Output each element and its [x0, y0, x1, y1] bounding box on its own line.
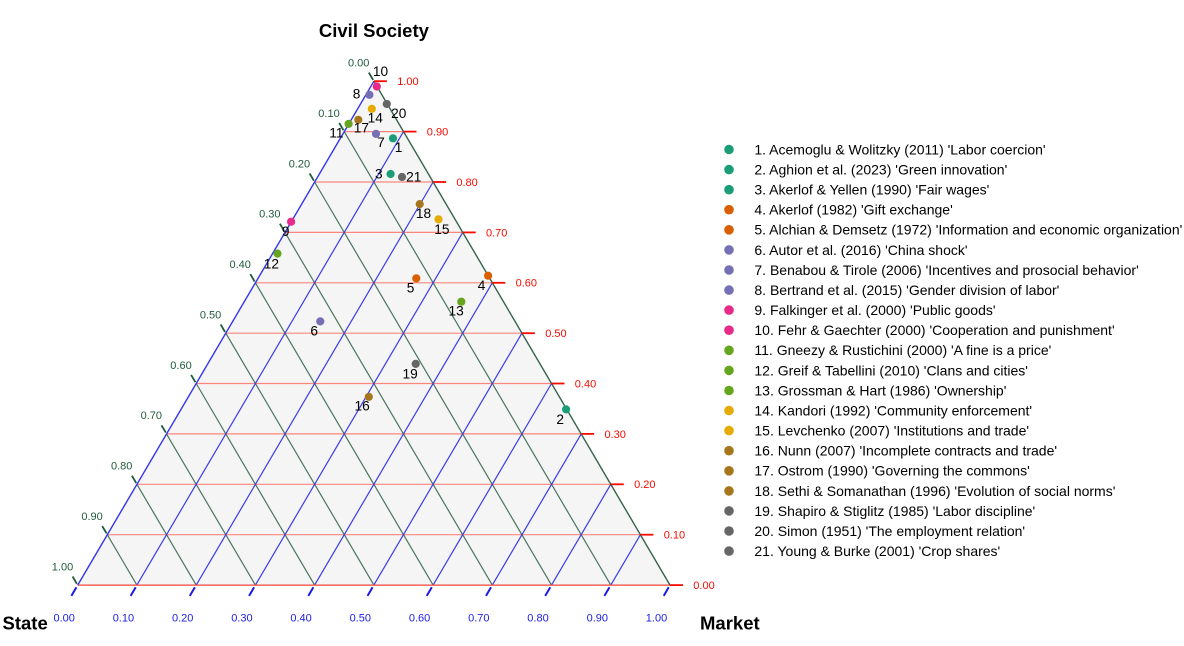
svg-text:Market: Market — [700, 613, 760, 634]
svg-text:9: 9 — [282, 224, 290, 239]
svg-text:0.60: 0.60 — [409, 612, 430, 624]
svg-text:0.70: 0.70 — [468, 612, 489, 624]
svg-text:0.40: 0.40 — [290, 612, 311, 624]
svg-text:11. Gneezy & Rustichini (2000): 11. Gneezy & Rustichini (2000) 'A fine i… — [754, 342, 1051, 358]
svg-text:7. Benabou & Tirole (2006) 'In: 7. Benabou & Tirole (2006) 'Incentives a… — [754, 262, 1138, 278]
svg-text:16: 16 — [354, 399, 370, 414]
svg-text:0.40: 0.40 — [229, 259, 250, 271]
svg-text:14. Kandori (1992) 'Community: 14. Kandori (1992) 'Community enforcemen… — [754, 402, 1032, 418]
svg-text:0.30: 0.30 — [604, 429, 625, 441]
svg-text:20. Simon (1951) 'The employme: 20. Simon (1951) 'The employment relatio… — [754, 523, 1025, 539]
svg-text:0.90: 0.90 — [587, 612, 608, 624]
svg-text:0.80: 0.80 — [456, 177, 477, 189]
svg-text:0.70: 0.70 — [486, 227, 507, 239]
svg-text:10: 10 — [373, 64, 389, 79]
svg-text:0.30: 0.30 — [231, 612, 252, 624]
svg-text:1.00: 1.00 — [646, 612, 667, 624]
svg-text:0.00: 0.00 — [53, 612, 74, 624]
svg-text:11: 11 — [329, 125, 343, 140]
svg-text:0.10: 0.10 — [113, 612, 134, 624]
svg-text:0.00: 0.00 — [348, 58, 369, 70]
svg-text:0.90: 0.90 — [81, 511, 102, 523]
svg-text:18: 18 — [416, 206, 432, 221]
svg-text:5. Alchian & Demsetz (1972) 'I: 5. Alchian & Demsetz (1972) 'Information… — [754, 222, 1182, 238]
svg-text:1. Acemoglu & Wolitzky (2011): 1. Acemoglu & Wolitzky (2011) 'Labor coe… — [754, 141, 1045, 157]
svg-text:4. Akerlof (1982) 'Gift exchan: 4. Akerlof (1982) 'Gift exchange' — [754, 202, 952, 218]
svg-text:0.80: 0.80 — [111, 461, 132, 473]
svg-text:19. Shapiro & Stiglitz (1985): 19. Shapiro & Stiglitz (1985) 'Labor dis… — [754, 503, 1035, 519]
svg-text:0.60: 0.60 — [516, 278, 537, 290]
svg-text:0.50: 0.50 — [350, 612, 371, 624]
svg-text:18. Sethi & Somanathan (1996): 18. Sethi & Somanathan (1996) 'Evolution… — [754, 483, 1115, 499]
svg-text:13. Grossman & Hart (1986) 'Ow: 13. Grossman & Hart (1986) 'Ownership' — [754, 382, 1006, 398]
svg-text:20: 20 — [391, 106, 407, 121]
svg-text:14: 14 — [368, 110, 384, 125]
svg-text:Civil Society: Civil Society — [319, 20, 430, 41]
svg-text:0.20: 0.20 — [289, 158, 310, 170]
svg-text:17: 17 — [354, 120, 369, 135]
svg-text:7: 7 — [377, 135, 385, 150]
svg-text:21. Young & Burke (2001) 'Crop: 21. Young & Burke (2001) 'Crop shares' — [754, 543, 1000, 559]
svg-text:4: 4 — [478, 278, 486, 293]
svg-text:15: 15 — [434, 222, 450, 237]
svg-text:1.00: 1.00 — [397, 76, 418, 88]
svg-text:8: 8 — [353, 87, 361, 102]
svg-text:8. Bertrand et al. (2015) 'Gen: 8. Bertrand et al. (2015) 'Gender divisi… — [754, 282, 1059, 298]
svg-text:0.10: 0.10 — [318, 108, 339, 120]
svg-text:17. Ostrom (1990) 'Governing t: 17. Ostrom (1990) 'Governing the commons… — [754, 463, 1029, 479]
svg-text:6. Autor et al. (2016) 'China: 6. Autor et al. (2016) 'China shock' — [754, 242, 967, 258]
svg-text:1: 1 — [395, 140, 403, 155]
svg-text:12: 12 — [264, 256, 279, 271]
svg-text:0.50: 0.50 — [545, 328, 566, 340]
svg-text:0.70: 0.70 — [141, 410, 162, 422]
svg-text:19: 19 — [402, 366, 417, 381]
svg-text:0.00: 0.00 — [693, 580, 714, 592]
svg-text:0.80: 0.80 — [527, 612, 548, 624]
svg-text:0.20: 0.20 — [634, 479, 655, 491]
svg-text:3: 3 — [375, 167, 383, 182]
svg-text:1.00: 1.00 — [52, 561, 73, 573]
svg-text:0.10: 0.10 — [664, 530, 685, 542]
svg-text:6: 6 — [310, 324, 318, 339]
svg-text:0.90: 0.90 — [427, 127, 448, 139]
svg-text:12. Greif & Tabellini (2010) ': 12. Greif & Tabellini (2010) 'Clans and … — [754, 362, 1028, 378]
svg-text:9. Falkinger et al. (2000) 'Pu: 9. Falkinger et al. (2000) 'Public goods… — [754, 302, 995, 318]
svg-text:2. Aghion et al. (2023) 'Green: 2. Aghion et al. (2023) 'Green innovatio… — [754, 162, 1007, 178]
svg-text:0.60: 0.60 — [170, 360, 191, 372]
svg-text:21: 21 — [406, 170, 421, 185]
svg-text:3. Akerlof & Yellen (1990) 'Fa: 3. Akerlof & Yellen (1990) 'Fair wages' — [754, 182, 989, 198]
svg-text:16. Nunn (2007) 'Incomplete co: 16. Nunn (2007) 'Incomplete contracts an… — [754, 443, 1057, 459]
svg-text:0.40: 0.40 — [575, 378, 596, 390]
svg-text:15. Levchenko (2007) 'Institut: 15. Levchenko (2007) 'Institutions and t… — [754, 423, 1029, 439]
svg-text:0.50: 0.50 — [200, 309, 221, 321]
svg-text:0.20: 0.20 — [172, 612, 193, 624]
svg-text:5: 5 — [407, 281, 415, 296]
svg-text:0.30: 0.30 — [259, 209, 280, 221]
svg-text:2: 2 — [556, 412, 564, 427]
svg-text:10. Fehr & Gaechter (2000) 'Co: 10. Fehr & Gaechter (2000) 'Cooperation … — [754, 322, 1114, 338]
svg-text:13: 13 — [448, 304, 464, 319]
svg-text:State: State — [3, 613, 48, 634]
